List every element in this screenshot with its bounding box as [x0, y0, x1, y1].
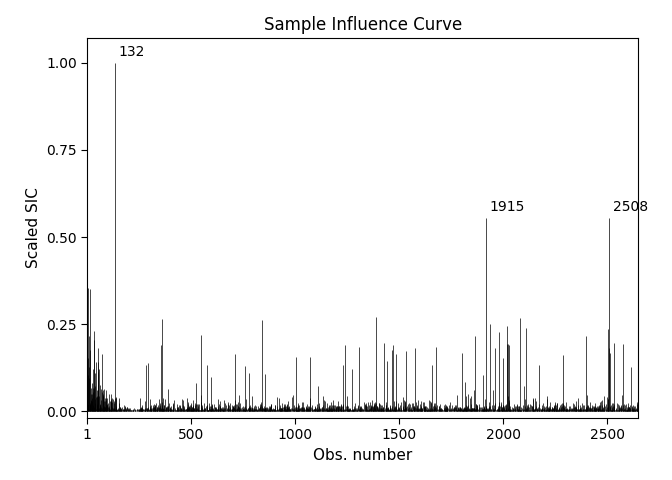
- Text: 132: 132: [119, 45, 145, 60]
- X-axis label: Obs. number: Obs. number: [313, 447, 413, 463]
- Y-axis label: Scaled SIC: Scaled SIC: [26, 188, 40, 268]
- Text: 1915: 1915: [490, 201, 525, 215]
- Title: Sample Influence Curve: Sample Influence Curve: [263, 16, 462, 34]
- Text: 2508: 2508: [613, 201, 648, 215]
